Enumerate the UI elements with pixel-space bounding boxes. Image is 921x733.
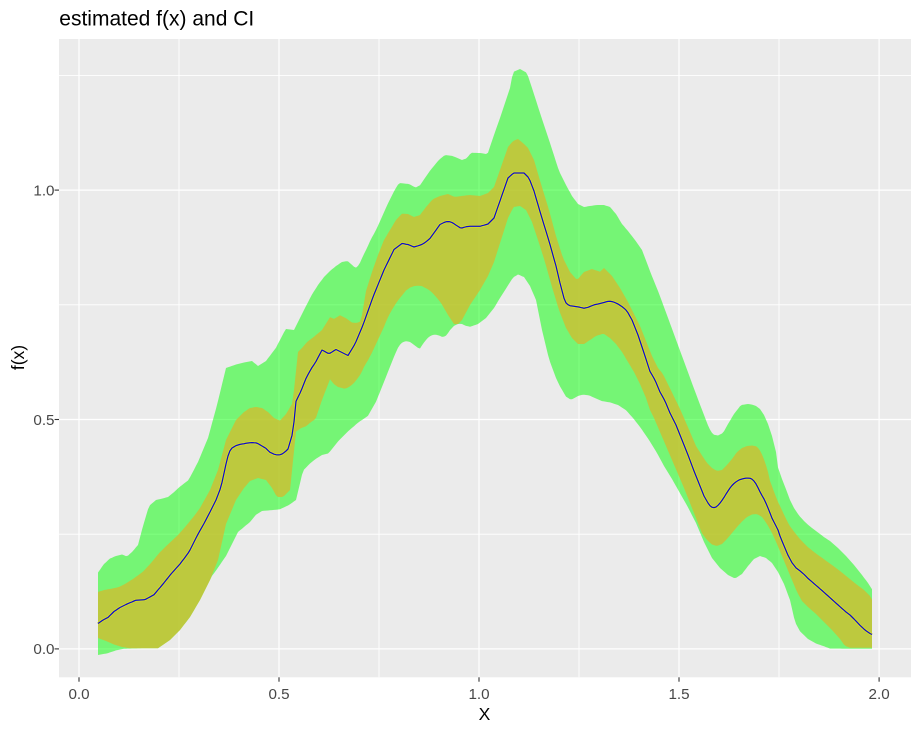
svg-text:X: X bbox=[479, 704, 491, 724]
svg-text:1.0: 1.0 bbox=[33, 182, 54, 199]
svg-text:1.0: 1.0 bbox=[468, 686, 489, 703]
svg-text:1.5: 1.5 bbox=[668, 686, 689, 703]
svg-text:2.0: 2.0 bbox=[869, 686, 890, 703]
svg-text:0.5: 0.5 bbox=[33, 412, 54, 429]
svg-text:0.5: 0.5 bbox=[268, 686, 289, 703]
svg-text:0.0: 0.0 bbox=[33, 641, 54, 658]
svg-text:0.0: 0.0 bbox=[68, 686, 89, 703]
svg-text:f(x): f(x) bbox=[8, 345, 28, 370]
svg-text:estimated f(x) and CI: estimated f(x) and CI bbox=[59, 7, 254, 30]
